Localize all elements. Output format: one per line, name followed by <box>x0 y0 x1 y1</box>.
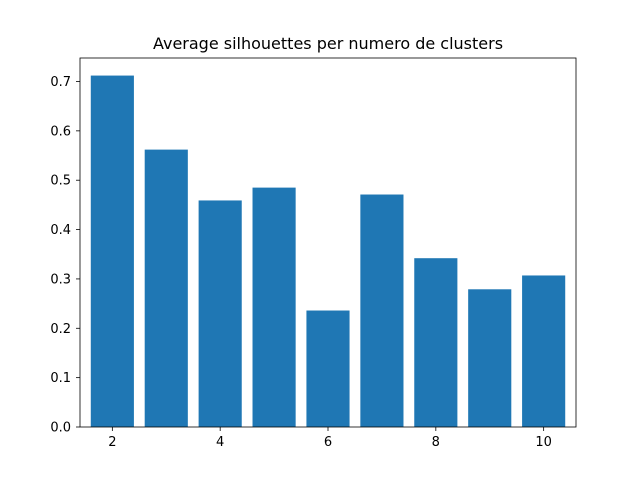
y-tick-label: 0.5 <box>50 174 71 189</box>
bar-6 <box>306 310 350 427</box>
y-tick-label: 0.2 <box>50 322 71 337</box>
plot-frame <box>79 57 577 428</box>
x-tick-label: 10 <box>535 435 552 450</box>
y-tick-label: 0.0 <box>50 421 71 436</box>
y-tick-label: 0.6 <box>50 124 71 139</box>
y-tick-label: 0.1 <box>50 371 71 386</box>
x-tick-label: 2 <box>108 435 116 450</box>
bar-3 <box>144 149 188 428</box>
bar-7 <box>360 194 404 427</box>
bar-8 <box>414 258 458 427</box>
bar-2 <box>90 75 134 427</box>
x-tick-label: 6 <box>324 435 332 450</box>
chart-title: Average silhouettes per numero de cluste… <box>153 34 503 53</box>
y-axis-ticks: 0.0 0.1 0.2 0.3 0.4 0.5 0.6 0.7 <box>50 75 80 436</box>
x-tick-label: 8 <box>432 435 440 450</box>
bar-9 <box>468 289 512 427</box>
bar-10 <box>522 275 566 427</box>
y-tick-label: 0.7 <box>50 75 71 90</box>
y-tick-label: 0.4 <box>50 223 71 238</box>
x-axis-ticks: 2 4 6 8 10 <box>108 427 552 450</box>
y-tick-label: 0.3 <box>50 272 71 287</box>
bar-4 <box>198 200 242 427</box>
bar-5 <box>252 187 296 427</box>
x-tick-label: 4 <box>216 435 224 450</box>
bars-group <box>90 75 566 428</box>
